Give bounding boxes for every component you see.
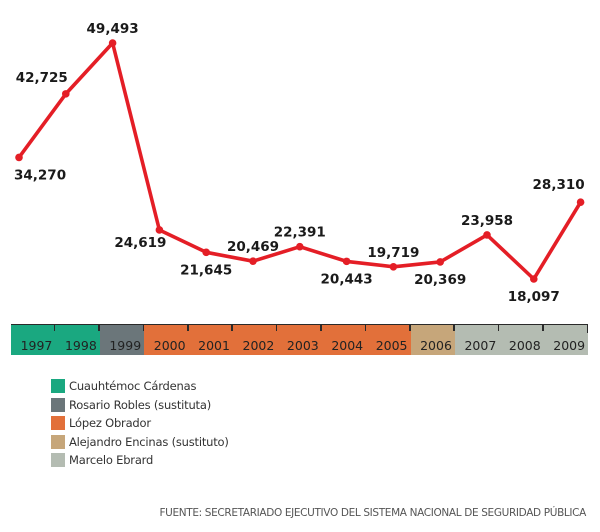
timeline-year-2001: 2001 [188,325,233,355]
legend-swatch [51,397,65,412]
legend-item: Cuauhtémoc Cárdenas [51,377,229,396]
year-label: 2002 [242,338,275,353]
year-label: 2007 [464,338,497,353]
data-label-1999: 49,493 [87,21,139,37]
year-label: 1998 [64,338,97,353]
legend-label: Alejandro Encinas (sustituto) [69,434,229,449]
timeline-year-1998: 1998 [55,325,100,355]
tick-mark [542,325,544,331]
tick-mark [586,325,589,333]
tick-mark [364,325,367,331]
timeline-year-2005: 2005 [366,325,411,355]
data-point-2009 [576,198,585,207]
timeline-year-2009: 2009 [543,325,589,355]
legend-label: Cuauhtémoc Cárdenas [69,379,197,394]
legend-swatch [51,416,65,431]
data-label-2008: 18,097 [508,289,560,305]
data-point-2008 [530,275,538,283]
year-label: 2006 [420,338,452,353]
year-label: 2003 [286,338,319,353]
line-chart: 34,270 42,725 49,493 24,619 21,645 20,46922,3… [14,21,585,305]
year-timeline: 1997 1998 1999 2000 2001 2002 2003 2004 2005 2006… [11,324,589,355]
data-point-2007 [483,231,491,239]
data-point-1997 [15,153,23,162]
tick-mark [98,325,100,331]
tick-mark [453,325,455,331]
data-label-2007: 23,958 [461,213,513,229]
data-point-1998 [62,90,70,98]
tick-mark [187,325,189,331]
tick-mark [409,325,411,331]
data-label-1997: 34,270 [14,167,66,183]
timeline-year-2003: 2003 [277,325,322,355]
data-label-2005: 19,719 [367,245,419,261]
data-label-2003: 22,391 [274,225,326,241]
year-label: 2008 [508,338,541,353]
data-point-2004 [342,257,351,266]
tick-mark [275,325,278,331]
data-label-2006: 20,369 [414,272,466,288]
legend-label: López Obrador [69,416,151,431]
data-point-2003 [296,242,304,251]
timeline-year-2002: 2002 [232,325,278,355]
data-point-2006 [436,258,445,266]
legend-label: Marcelo Ebrard [69,453,154,468]
data-point-2001 [202,248,210,257]
data-point-2005 [389,263,398,271]
legend-swatch [51,453,65,468]
data-point-1999 [108,39,117,47]
timeline-year-2007: 2007 [454,325,500,355]
data-label-1998: 42,725 [16,70,68,86]
legend-swatch [51,379,65,394]
tick-mark [231,325,233,331]
year-label: 2001 [198,338,230,353]
timeline-year-2008: 2008 [499,325,544,355]
tick-mark [497,325,500,331]
timeline-year-1999: 1999 [99,325,145,355]
tick-mark [142,325,145,331]
tick-mark [53,325,56,331]
year-label: 2005 [375,338,408,353]
data-label-2002: 20,469 [227,239,279,255]
data-label-2004: 20,443 [321,271,373,287]
data-label-2009: 28,310 [533,177,585,193]
year-label: 2000 [153,338,186,353]
year-label: 2009 [553,338,586,353]
year-label: 2004 [331,338,364,353]
data-points [15,39,585,283]
legend-item: Alejandro Encinas (sustituto) [51,433,229,452]
data-labels: 34,270 42,725 49,493 24,619 21,645 20,46922,3… [14,21,585,305]
legend-label: Rosario Robles (sustituta) [69,397,211,412]
timeline-year-1997: 1997 [11,325,56,355]
timeline-year-2004: 2004 [321,325,367,355]
data-point-2000 [155,226,164,234]
source-note: FUENTE: SECRETARIADO EJECUTIVO DEL SISTE… [159,507,586,519]
tick-mark [320,325,322,331]
data-label-2001: 21,645 [180,262,232,278]
timeline-year-2000: 2000 [144,325,189,355]
year-label: 1997 [20,338,53,353]
year-label: 1999 [109,338,142,353]
data-label-2000: 24,619 [114,235,166,251]
legend-swatch [51,434,65,449]
legend-item: López Obrador [51,414,229,433]
data-point-2002 [249,257,257,265]
legend-item: Rosario Robles (sustituta) [51,396,229,415]
timeline-year-2006: 2006 [410,325,455,355]
legend: Cuauhtémoc Cárdenas Rosario Robles (susti… [51,377,229,470]
legend-item: Marcelo Ebrard [51,451,229,470]
